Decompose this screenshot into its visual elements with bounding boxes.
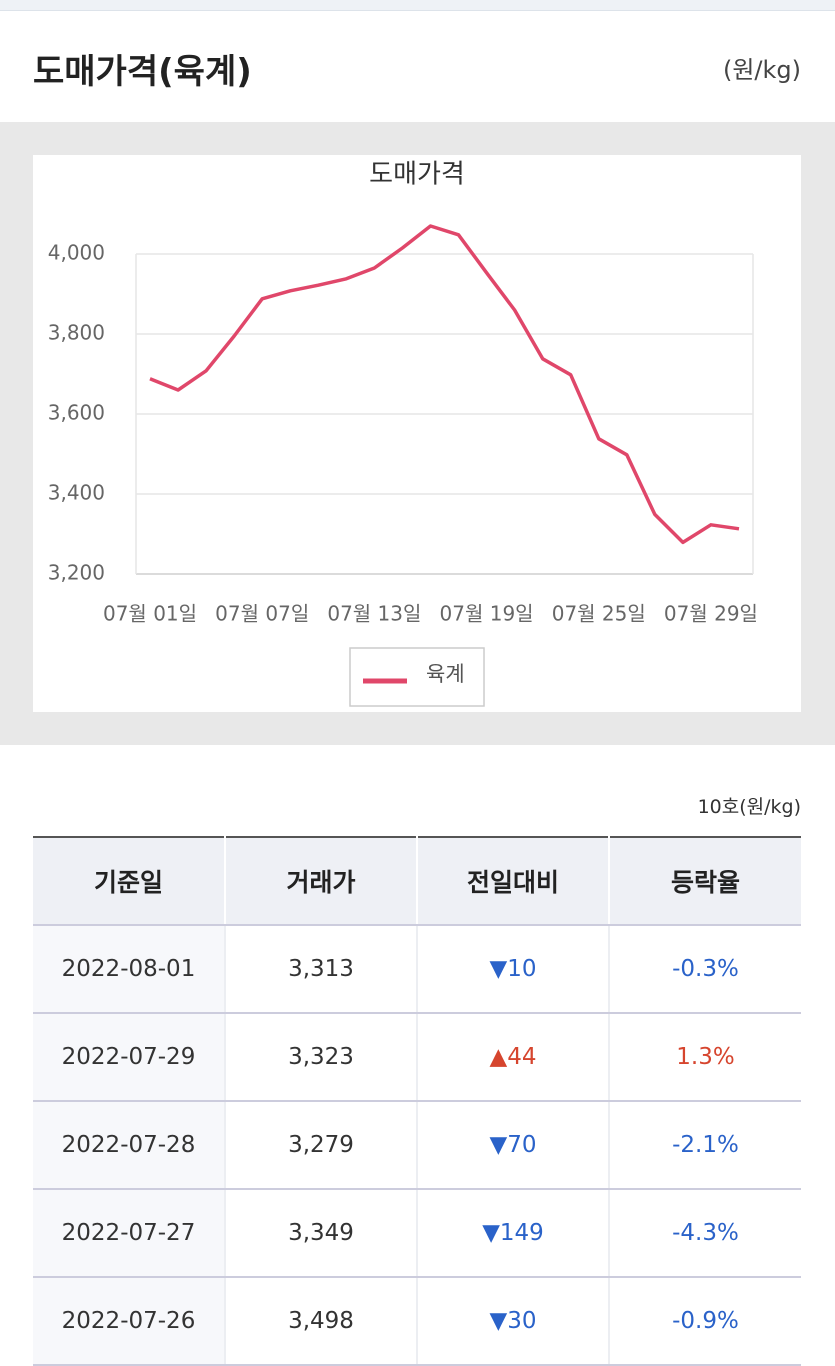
x-tick-label: 07월 25일 <box>552 602 646 626</box>
column-header: 등락율 <box>609 837 801 926</box>
page-title: 도매가격(육계) <box>33 52 252 92</box>
table-cell: ▼30 <box>417 1277 610 1366</box>
table-cell: -0.3% <box>609 925 801 1014</box>
x-tick-label: 07월 07일 <box>215 602 309 626</box>
header-row: 기준일 거래가 전일대비 등락율 <box>33 837 801 926</box>
y-tick-label: 3,400 <box>48 481 105 505</box>
table-cell: 3,323 <box>225 1013 418 1102</box>
column-header: 전일대비 <box>417 837 610 926</box>
y-tick-label: 4,000 <box>48 241 105 265</box>
x-tick-label: 07월 29일 <box>664 602 758 626</box>
table-cell: 2022-07-28 <box>33 1101 226 1190</box>
unit-label: (원/kg) <box>722 56 801 84</box>
table-cell: 2022-08-01 <box>33 925 226 1014</box>
table-cell: -4.3% <box>609 1189 801 1278</box>
column-header: 거래가 <box>225 837 418 926</box>
legend-label: 육계 <box>426 662 465 686</box>
table-cell: 2022-07-29 <box>33 1013 226 1102</box>
table-cell: 3,349 <box>225 1189 418 1278</box>
table-cell: -2.1% <box>609 1101 801 1190</box>
table-cell: ▲44 <box>417 1013 610 1102</box>
legend-box <box>349 647 485 707</box>
table-cell: 1.3% <box>609 1013 801 1102</box>
y-tick-label: 3,800 <box>48 321 105 345</box>
x-tick-label: 07월 19일 <box>440 602 534 626</box>
table-row: 2022-07-26 3,498 ▼30 -0.9% <box>33 1277 801 1366</box>
price-table: 기준일 거래가 전일대비 등락율 2022-08-01 3,313 ▼10 -0.3% 2022… <box>33 836 801 1366</box>
top-bar <box>0 0 835 11</box>
table-cell: 2022-07-26 <box>33 1277 226 1366</box>
data-line <box>149 224 740 545</box>
table-row: 2022-08-01 3,313 ▼10 -0.3% <box>33 925 801 1014</box>
table-cell: 2022-07-27 <box>33 1189 226 1278</box>
x-tick-label: 07월 13일 <box>327 602 421 626</box>
table-cell: 3,279 <box>225 1101 418 1190</box>
y-tick-label: 3,200 <box>48 561 105 585</box>
table-body: 2022-08-01 3,313 ▼10 -0.3% 2022-07-29 3,323 ▲4… <box>33 925 801 1366</box>
table-cell: 3,313 <box>225 925 418 1014</box>
table-cell: ▼70 <box>417 1101 610 1190</box>
chart: 도매가격 3,200 3,400 3,600 3,800 4,000 07월 01일 07월… <box>33 155 801 712</box>
column-header: 기준일 <box>33 837 226 926</box>
y-tick-label: 3,600 <box>48 401 105 425</box>
x-tick-label: 07월 01일 <box>103 602 197 626</box>
table-cell: ▼149 <box>417 1189 610 1278</box>
table-row: 2022-07-29 3,323 ▲44 1.3% <box>33 1013 801 1102</box>
chart-title: 도매가격 <box>369 160 465 190</box>
table-cell: ▼10 <box>417 925 610 1014</box>
table-cell: 3,498 <box>225 1277 418 1366</box>
table-row: 2022-07-28 3,279 ▼70 -2.1% <box>33 1101 801 1190</box>
table-unit: 10호(원/kg) <box>697 796 801 818</box>
table-cell: -0.9% <box>609 1277 801 1366</box>
table-row: 2022-07-27 3,349 ▼149 -4.3% <box>33 1189 801 1278</box>
